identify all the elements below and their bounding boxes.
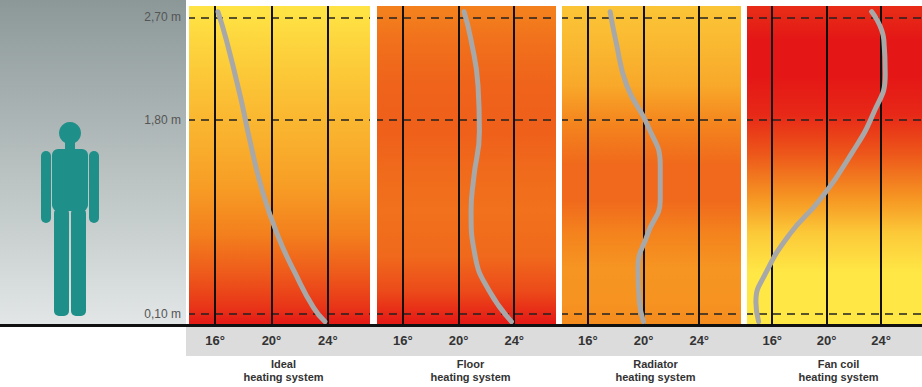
svg-text:Floor: Floor bbox=[457, 358, 485, 370]
svg-text:Fan coil: Fan coil bbox=[818, 358, 860, 370]
svg-text:16°: 16° bbox=[762, 333, 782, 348]
svg-text:1,80 m: 1,80 m bbox=[144, 113, 181, 127]
svg-text:20°: 20° bbox=[262, 333, 282, 348]
svg-text:heating system: heating system bbox=[430, 371, 510, 383]
svg-text:16°: 16° bbox=[393, 333, 413, 348]
svg-text:20°: 20° bbox=[817, 333, 837, 348]
svg-text:0,10 m: 0,10 m bbox=[144, 307, 181, 321]
svg-text:heating system: heating system bbox=[243, 371, 323, 383]
svg-text:24°: 24° bbox=[689, 333, 709, 348]
svg-text:Ideal: Ideal bbox=[271, 358, 296, 370]
svg-text:2,70 m: 2,70 m bbox=[144, 10, 181, 24]
svg-text:24°: 24° bbox=[504, 333, 524, 348]
svg-text:heating system: heating system bbox=[798, 371, 878, 383]
svg-text:heating system: heating system bbox=[615, 371, 695, 383]
svg-text:20°: 20° bbox=[449, 333, 469, 348]
svg-text:24°: 24° bbox=[318, 333, 338, 348]
svg-text:16°: 16° bbox=[578, 333, 598, 348]
svg-text:20°: 20° bbox=[634, 333, 654, 348]
svg-text:16°: 16° bbox=[205, 333, 225, 348]
svg-text:Radiator: Radiator bbox=[633, 358, 678, 370]
svg-text:24°: 24° bbox=[871, 333, 891, 348]
